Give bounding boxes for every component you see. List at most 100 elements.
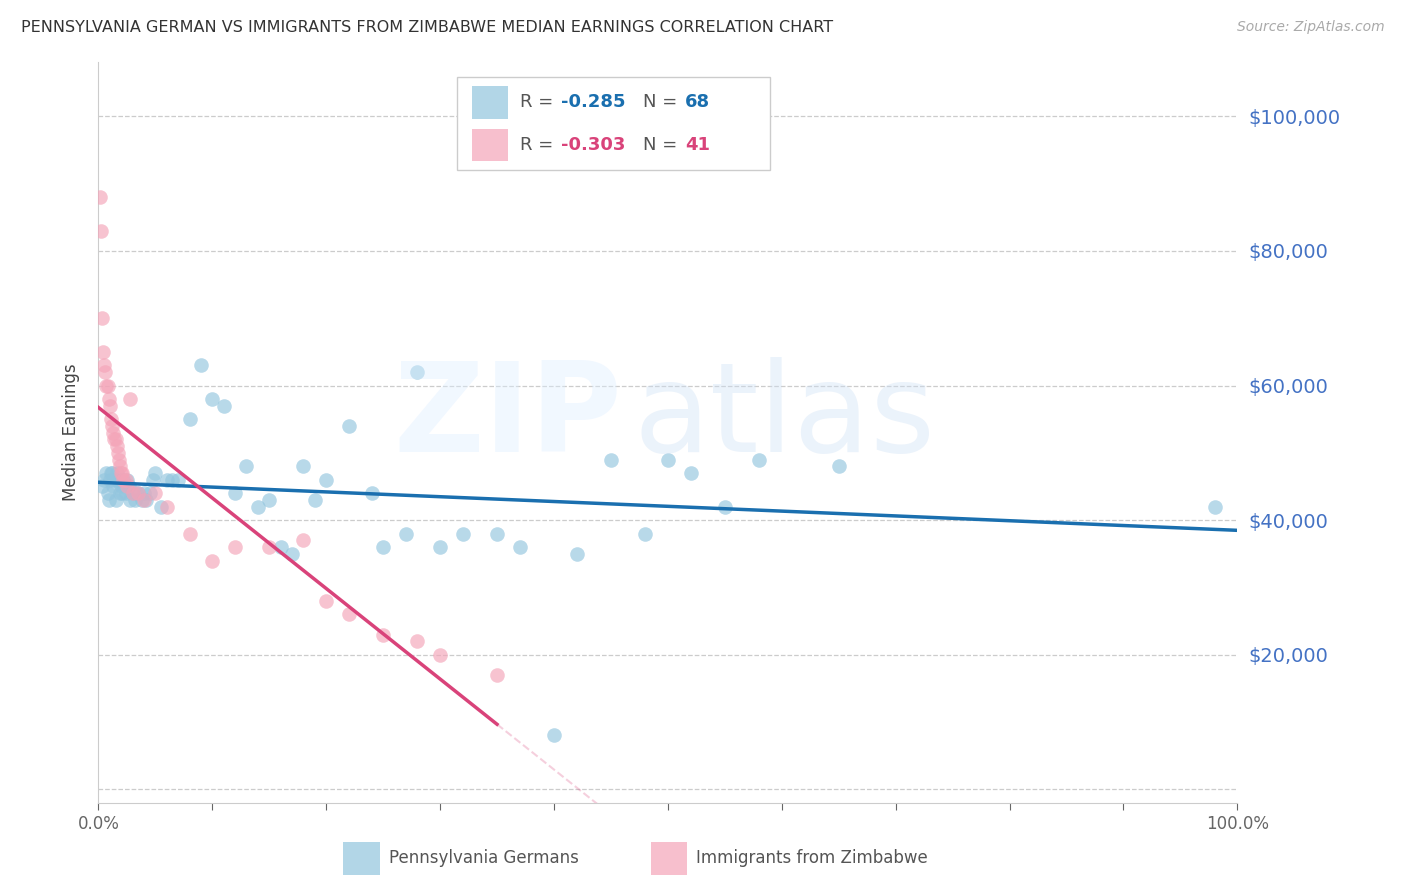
Point [212,399,235,413]
Point [115,479,138,493]
Point [101,466,124,480]
Point [108,473,131,487]
Point [315,594,337,608]
Point [111,466,134,480]
FancyBboxPatch shape [457,78,770,169]
Point [304,492,326,507]
Text: Pennsylvania Germans: Pennsylvania Germans [389,849,579,867]
Point [89,190,111,204]
Point [246,500,269,514]
Point [371,540,394,554]
Point [104,433,127,447]
Point [125,486,148,500]
Point [156,500,179,514]
Point [121,486,143,500]
Point [828,459,851,474]
Point [360,486,382,500]
Point [103,433,125,447]
Point [600,452,623,467]
Point [135,492,157,507]
Point [118,479,141,493]
Point [98,399,121,413]
Point [748,452,770,467]
Point [201,553,224,567]
Point [565,547,588,561]
Point [543,729,565,743]
Point [429,648,451,662]
Point [110,479,132,493]
Point [110,466,132,480]
Text: ZIP: ZIP [394,358,623,478]
Point [131,492,153,507]
Point [97,392,120,406]
Point [103,473,125,487]
FancyBboxPatch shape [651,842,688,875]
Point [103,425,125,440]
Point [114,473,136,487]
Point [97,492,120,507]
Point [132,486,155,500]
Point [120,492,142,507]
Text: 68: 68 [685,94,710,112]
Point [315,473,337,487]
Point [111,486,134,500]
Point [142,473,165,487]
Point [150,500,173,514]
Point [1204,500,1226,514]
Point [132,492,155,507]
Point [100,412,122,426]
Point [91,344,114,359]
Point [90,311,112,326]
Point [337,418,360,433]
Point [292,533,315,548]
Point [486,526,509,541]
Point [96,466,118,480]
Point [167,473,190,487]
Point [190,359,212,373]
Point [101,418,124,433]
Point [509,540,531,554]
Point [96,378,118,392]
Text: 41: 41 [685,136,710,153]
Point [107,473,129,487]
Point [145,466,167,480]
Text: PENNSYLVANIA GERMAN VS IMMIGRANTS FROM ZIMBABWE MEDIAN EARNINGS CORRELATION CHAR: PENNSYLVANIA GERMAN VS IMMIGRANTS FROM Z… [21,20,834,35]
Text: Source: ZipAtlas.com: Source: ZipAtlas.com [1237,20,1385,34]
Point [124,492,146,507]
Point [395,526,418,541]
Point [108,459,131,474]
Point [406,634,429,648]
Point [120,392,142,406]
Point [145,486,167,500]
Point [107,446,129,460]
Point [96,378,118,392]
Point [127,486,149,500]
Point [156,473,179,487]
Point [108,486,131,500]
Point [90,224,112,238]
Point [714,500,737,514]
Point [104,492,127,507]
Point [100,466,122,480]
Point [259,492,281,507]
Point [224,486,246,500]
Text: -0.303: -0.303 [561,136,626,153]
Point [634,526,657,541]
Point [179,412,201,426]
Text: N =: N = [643,136,683,153]
Point [121,486,143,500]
Text: Immigrants from Zimbabwe: Immigrants from Zimbabwe [696,849,928,867]
Point [162,473,184,487]
FancyBboxPatch shape [472,128,509,161]
Point [201,392,224,406]
Point [679,466,702,480]
Point [270,540,292,554]
Point [235,459,257,474]
FancyBboxPatch shape [343,842,380,875]
Point [451,526,474,541]
Text: R =: R = [520,136,558,153]
Point [657,452,679,467]
Point [94,365,117,379]
Point [371,627,394,641]
FancyBboxPatch shape [472,86,509,119]
